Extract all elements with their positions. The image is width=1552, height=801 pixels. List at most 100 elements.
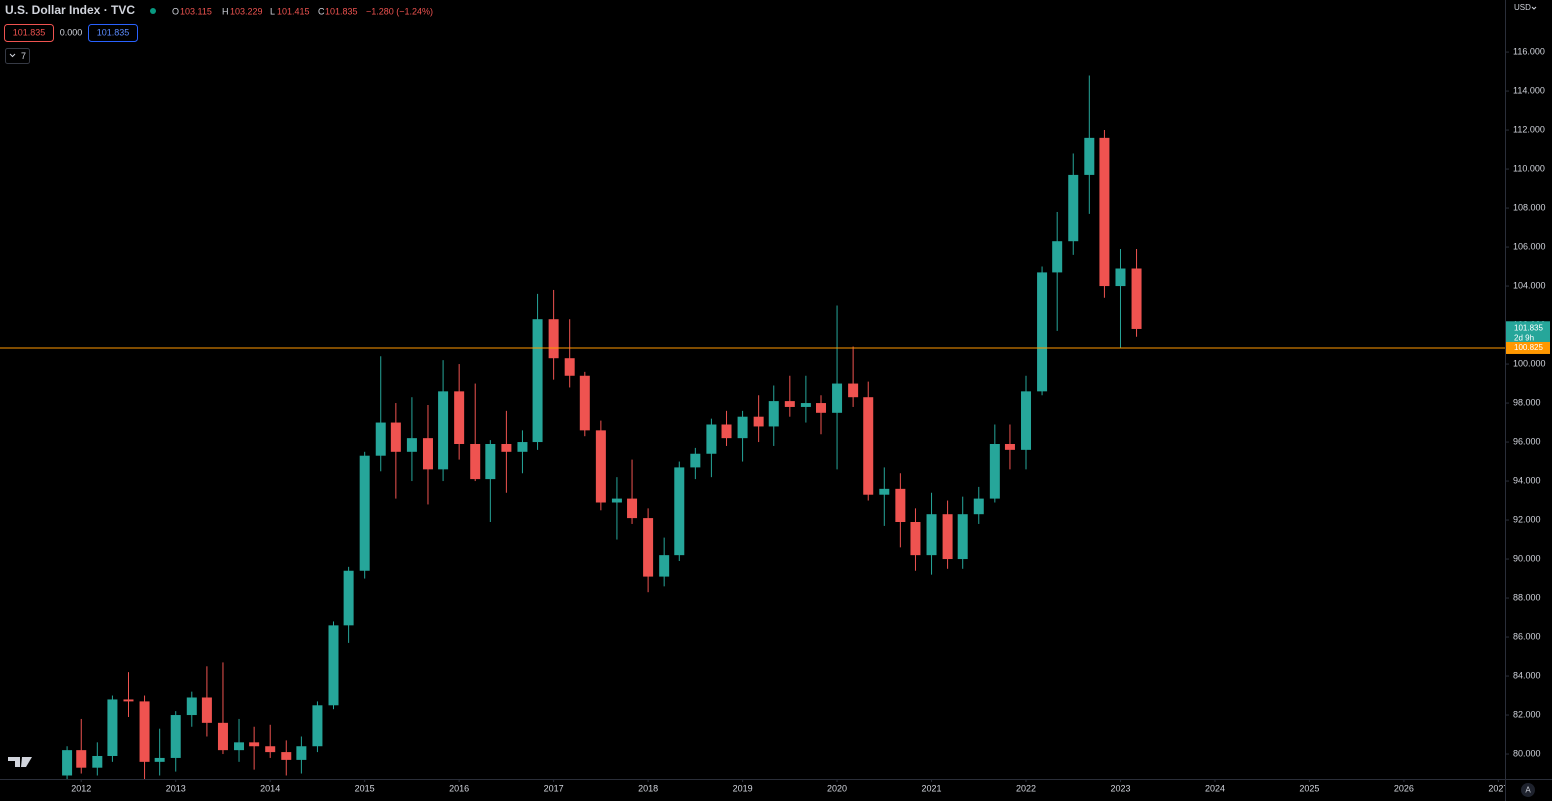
candle-body bbox=[690, 453, 701, 468]
candle-body bbox=[485, 444, 496, 480]
candle-body bbox=[359, 455, 370, 571]
candle-body bbox=[1004, 444, 1015, 450]
candle-body bbox=[564, 358, 575, 376]
candle-body bbox=[154, 757, 165, 762]
buy-price: 101.835 bbox=[97, 27, 130, 37]
candle-body bbox=[595, 430, 606, 503]
candle-body bbox=[1037, 272, 1048, 392]
auto-scale-button[interactable] bbox=[1521, 783, 1535, 797]
candle-body bbox=[1021, 391, 1032, 450]
candle-body bbox=[186, 697, 197, 716]
last-price-tag bbox=[1506, 321, 1550, 346]
x-tick-label: 2026 bbox=[1394, 783, 1414, 793]
candle-body bbox=[957, 514, 968, 560]
candle-body bbox=[659, 555, 670, 577]
candle-body bbox=[438, 391, 449, 470]
price-axis-panel bbox=[1505, 0, 1552, 801]
indicators-toggle[interactable] bbox=[5, 48, 30, 64]
ohlc-value: 103.229 bbox=[230, 6, 263, 16]
candle-body bbox=[800, 403, 811, 407]
y-tick-label: 86.000 bbox=[1513, 631, 1541, 641]
price-line-label: 100.825 bbox=[1514, 343, 1543, 352]
candle-body bbox=[1099, 137, 1110, 287]
candle-body bbox=[879, 488, 890, 495]
candle-body bbox=[265, 746, 276, 753]
candle-body bbox=[422, 438, 433, 470]
candle-body bbox=[1115, 268, 1126, 287]
ohlc-label: O bbox=[172, 6, 179, 16]
candle-body bbox=[375, 422, 386, 456]
x-tick-label: 2014 bbox=[260, 783, 280, 793]
x-tick-label: 2019 bbox=[733, 783, 753, 793]
y-tick-label: 88.000 bbox=[1513, 592, 1541, 602]
candle-body bbox=[217, 722, 228, 751]
y-tick-label: 112.000 bbox=[1513, 124, 1545, 134]
candle-body bbox=[532, 319, 543, 443]
spread: 0.000 bbox=[60, 27, 83, 37]
candle-body bbox=[863, 397, 874, 495]
candle-body bbox=[107, 699, 118, 756]
x-tick-label: 2012 bbox=[71, 783, 91, 793]
candle-body bbox=[1068, 174, 1079, 242]
buy-button[interactable] bbox=[88, 24, 138, 42]
auto-scale-label: A bbox=[1525, 786, 1531, 795]
candle-body bbox=[454, 391, 465, 445]
candle-body bbox=[390, 422, 401, 452]
countdown-label: 2d 9h bbox=[1514, 333, 1534, 342]
candle-body bbox=[1084, 137, 1095, 175]
chevron-icon bbox=[1531, 6, 1537, 10]
candle-body bbox=[832, 383, 843, 413]
y-tick-label: 108.000 bbox=[1513, 202, 1546, 212]
candle-body bbox=[721, 424, 732, 439]
y-tick-label: 96.000 bbox=[1513, 436, 1541, 446]
change: −1.280 (−1.24%) bbox=[366, 6, 433, 16]
ohlc-label: C bbox=[318, 6, 325, 16]
candle-body bbox=[281, 752, 292, 760]
candle-body bbox=[926, 514, 937, 556]
indicators-count: 7 bbox=[21, 51, 26, 61]
candle-body bbox=[296, 746, 307, 760]
ohlc-value: 101.835 bbox=[325, 6, 358, 16]
y-tick-label: 84.000 bbox=[1513, 670, 1541, 680]
y-tick-label: 106.000 bbox=[1513, 241, 1546, 251]
currency-select[interactable]: USD bbox=[1514, 3, 1531, 12]
ohlc-label: L bbox=[270, 6, 275, 16]
plot-area bbox=[0, 75, 1505, 779]
x-tick-label: 2015 bbox=[355, 783, 375, 793]
candle-body bbox=[737, 416, 748, 439]
axes: 80.000 82.000 84.000 86.000 88.000 90.000 92.0… bbox=[1505, 46, 1550, 758]
tradingview-logo[interactable] bbox=[8, 757, 32, 767]
sell-price: 101.835 bbox=[13, 27, 46, 37]
x-tick-label: 2023 bbox=[1110, 783, 1130, 793]
y-tick-label: 94.000 bbox=[1513, 475, 1541, 485]
x-tick-label: 2020 bbox=[827, 783, 847, 793]
candle-body bbox=[123, 699, 134, 702]
y-tick-label: 98.000 bbox=[1513, 397, 1541, 407]
candle-body bbox=[92, 755, 103, 768]
candle-body bbox=[895, 488, 906, 522]
candle-body bbox=[249, 742, 260, 747]
candle-body bbox=[1052, 241, 1063, 273]
symbol-title[interactable]: U.S. Dollar Index · TVC bbox=[5, 3, 135, 17]
candle-body bbox=[848, 383, 859, 398]
candle-body bbox=[312, 705, 323, 747]
candle-body bbox=[62, 750, 73, 776]
y-tick-label: 114.000 bbox=[1513, 85, 1545, 95]
x-tick-label: 2017 bbox=[544, 783, 564, 793]
candle-body bbox=[406, 438, 417, 452]
candle-body bbox=[517, 442, 528, 452]
x-tick-label: 2022 bbox=[1016, 783, 1036, 793]
candle-body bbox=[1131, 268, 1142, 329]
x-tick-label: 2027 bbox=[1488, 783, 1508, 793]
price-line-tag bbox=[1506, 341, 1550, 354]
x-tick-label: 2018 bbox=[638, 783, 658, 793]
sell-button[interactable] bbox=[4, 24, 54, 42]
x-tick-label: 2024 bbox=[1205, 783, 1225, 793]
y-tick-label: 104.000 bbox=[1513, 280, 1546, 290]
candle-body bbox=[768, 401, 779, 427]
candle-body bbox=[910, 521, 921, 556]
market-status[interactable] bbox=[150, 8, 156, 14]
